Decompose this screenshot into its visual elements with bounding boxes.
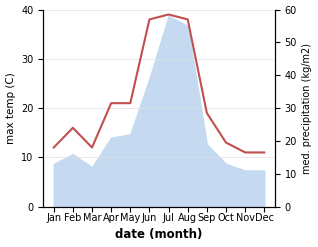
Y-axis label: med. precipitation (kg/m2): med. precipitation (kg/m2) [302, 42, 313, 174]
Y-axis label: max temp (C): max temp (C) [5, 72, 16, 144]
X-axis label: date (month): date (month) [115, 228, 203, 242]
